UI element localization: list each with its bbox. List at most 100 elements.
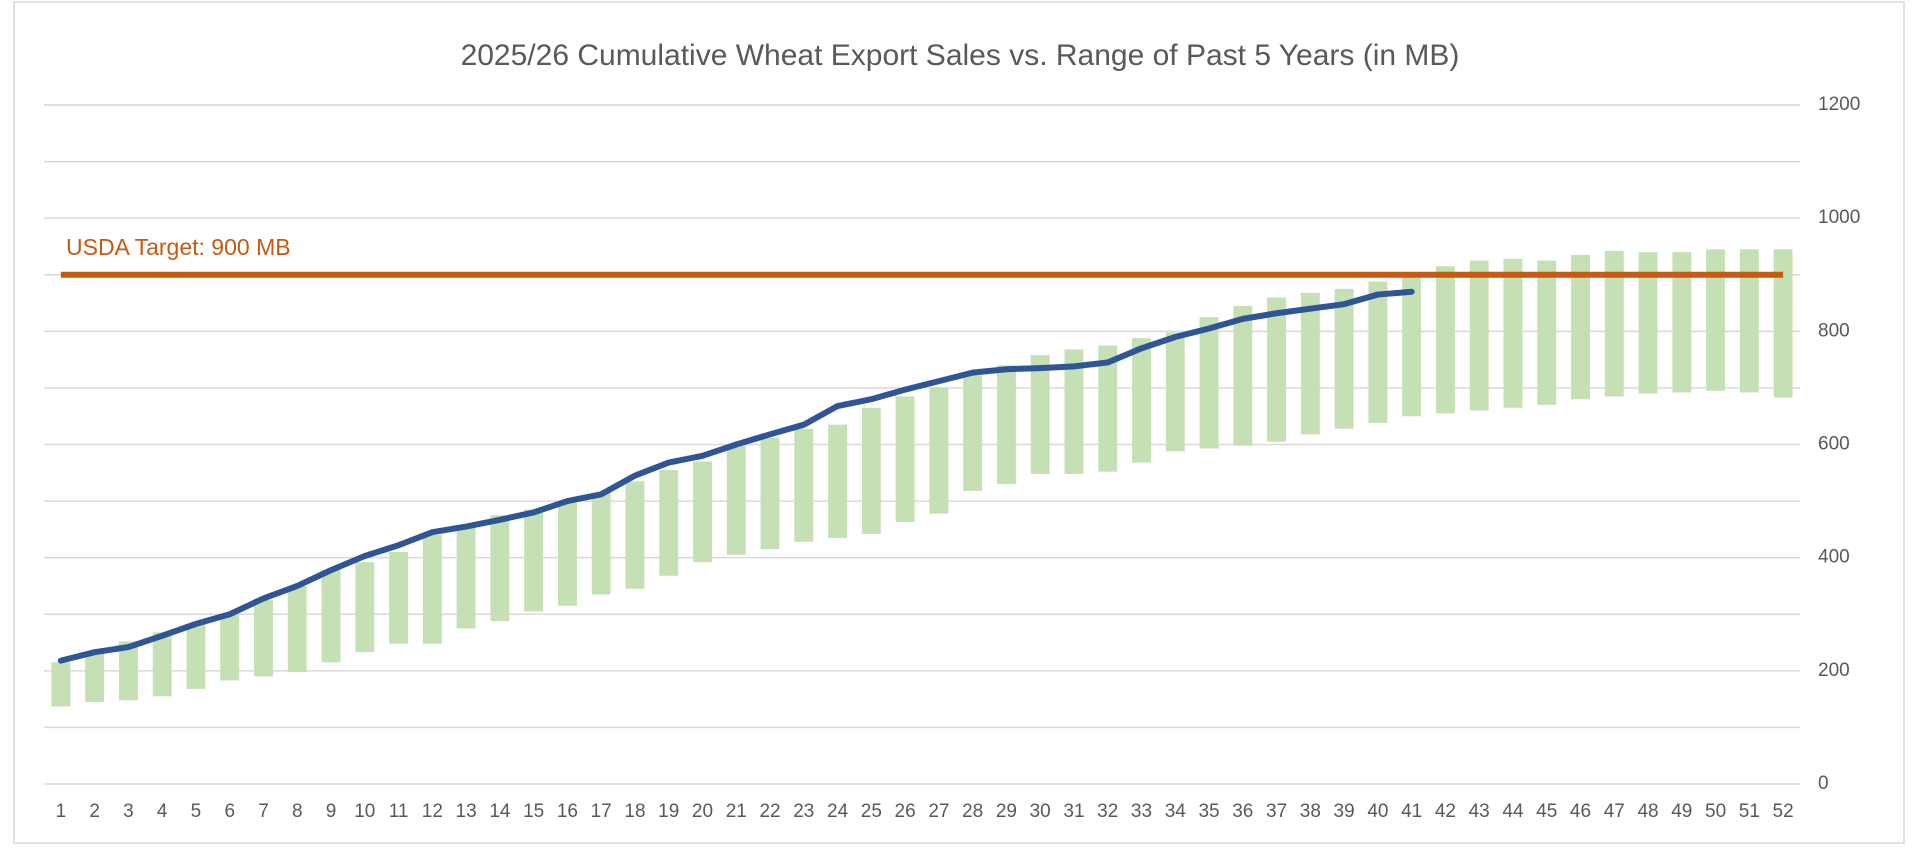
x-tick-label: 7 bbox=[258, 801, 269, 822]
x-tick-label: 42 bbox=[1435, 801, 1456, 822]
range-bar bbox=[1604, 250, 1624, 397]
y-tick-label: 600 bbox=[1818, 434, 1850, 455]
range-bar bbox=[85, 652, 105, 702]
range-bar bbox=[794, 428, 814, 542]
x-tick-label: 38 bbox=[1300, 801, 1321, 822]
range-bar bbox=[1030, 355, 1050, 474]
range-bar bbox=[422, 535, 442, 644]
x-tick-label: 11 bbox=[389, 801, 409, 822]
x-tick-label: 46 bbox=[1570, 801, 1591, 822]
range-bar bbox=[254, 600, 273, 677]
range-bar bbox=[1334, 288, 1354, 429]
range-bar bbox=[1537, 260, 1557, 405]
x-tick-label: 43 bbox=[1469, 801, 1490, 822]
range-bar bbox=[1571, 254, 1590, 400]
x-tick-label: 29 bbox=[996, 801, 1017, 822]
x-tick-label: 22 bbox=[759, 801, 780, 822]
x-tick-label: 50 bbox=[1705, 801, 1726, 822]
range-bar bbox=[1469, 260, 1489, 411]
x-tick-label: 37 bbox=[1266, 801, 1287, 822]
range-bar bbox=[186, 624, 206, 689]
range-bar bbox=[1739, 249, 1759, 393]
x-tick-label: 19 bbox=[658, 801, 679, 822]
range-bar bbox=[1132, 338, 1151, 463]
x-tick-label: 32 bbox=[1097, 801, 1118, 822]
range-bar bbox=[1402, 277, 1422, 417]
range-bar bbox=[895, 396, 915, 523]
x-tick-label: 4 bbox=[157, 801, 168, 822]
x-tick-label: 52 bbox=[1773, 801, 1794, 822]
x-tick-label: 26 bbox=[895, 801, 916, 822]
x-tick-label: 45 bbox=[1536, 801, 1557, 822]
x-tick-label: 5 bbox=[191, 801, 202, 822]
range-bar bbox=[1300, 292, 1320, 435]
y-tick-label: 400 bbox=[1818, 547, 1850, 568]
range-bar bbox=[355, 562, 375, 653]
range-bar bbox=[51, 662, 71, 707]
x-tick-label: 40 bbox=[1367, 801, 1388, 822]
range-bar bbox=[1098, 345, 1118, 472]
x-tick-label: 49 bbox=[1671, 801, 1692, 822]
range-bar bbox=[1199, 317, 1219, 449]
x-tick-label: 1 bbox=[56, 801, 67, 822]
range-bar bbox=[118, 641, 138, 701]
range-bar bbox=[1638, 252, 1658, 394]
range-bar bbox=[456, 524, 476, 629]
x-tick-label: 20 bbox=[692, 801, 713, 822]
x-tick-label: 48 bbox=[1637, 801, 1658, 822]
x-tick-label: 17 bbox=[591, 801, 612, 822]
x-tick-label: 30 bbox=[1030, 801, 1051, 822]
x-tick-label: 8 bbox=[292, 801, 303, 822]
x-tick-label: 25 bbox=[861, 801, 882, 822]
x-tick-label: 36 bbox=[1232, 801, 1253, 822]
x-tick-label: 18 bbox=[624, 801, 645, 822]
x-tick-label: 34 bbox=[1165, 801, 1187, 822]
range-bar bbox=[1435, 266, 1455, 414]
x-tick-label: 44 bbox=[1502, 801, 1524, 822]
x-tick-label: 27 bbox=[928, 801, 949, 822]
x-tick-label: 14 bbox=[489, 801, 511, 822]
x-tick-label: 23 bbox=[793, 801, 814, 822]
x-tick-label: 51 bbox=[1739, 801, 1760, 822]
range-bar bbox=[321, 570, 341, 663]
chart-title: 2025/26 Cumulative Wheat Export Sales vs… bbox=[461, 39, 1460, 72]
y-tick-label: 200 bbox=[1818, 660, 1850, 681]
sales-line bbox=[57, 288, 1415, 664]
x-tick-label: 6 bbox=[224, 801, 235, 822]
x-tick-label: 33 bbox=[1131, 801, 1152, 822]
x-tick-label: 35 bbox=[1198, 801, 1219, 822]
range-bar bbox=[1267, 297, 1287, 442]
range-bar bbox=[1706, 249, 1726, 391]
range-bar bbox=[828, 424, 848, 538]
target-label: USDA Target: 900 MB bbox=[66, 234, 291, 260]
range-bar bbox=[693, 461, 712, 563]
x-tick-label: 16 bbox=[557, 801, 578, 822]
y-tick-label: 0 bbox=[1818, 773, 1829, 794]
range-bar bbox=[1233, 305, 1253, 446]
x-tick-label: 3 bbox=[123, 801, 134, 822]
range-bar bbox=[557, 501, 577, 606]
x-tick-label: 24 bbox=[827, 801, 849, 822]
y-tick-label: 1200 bbox=[1818, 94, 1860, 115]
x-tick-label: 9 bbox=[326, 801, 337, 822]
range-bar bbox=[963, 375, 983, 491]
range-bar bbox=[1064, 349, 1084, 474]
x-tick-label: 13 bbox=[456, 801, 477, 822]
x-tick-label: 39 bbox=[1334, 801, 1355, 822]
range-bar bbox=[659, 469, 679, 576]
range-bar bbox=[389, 552, 409, 644]
range-bar bbox=[760, 437, 780, 550]
range-bar bbox=[996, 365, 1016, 485]
chart-border bbox=[13, 1, 1905, 844]
range-bar bbox=[726, 445, 746, 555]
range-bar bbox=[287, 585, 307, 672]
x-tick-label: 2 bbox=[89, 801, 100, 822]
x-tick-label: 47 bbox=[1604, 801, 1625, 822]
range-bar bbox=[524, 509, 544, 612]
range-bar bbox=[1503, 258, 1523, 408]
range-bar bbox=[1672, 252, 1692, 393]
x-tick-label: 31 bbox=[1063, 801, 1084, 822]
x-tick-label: 10 bbox=[354, 801, 375, 822]
range-bar bbox=[929, 387, 949, 514]
